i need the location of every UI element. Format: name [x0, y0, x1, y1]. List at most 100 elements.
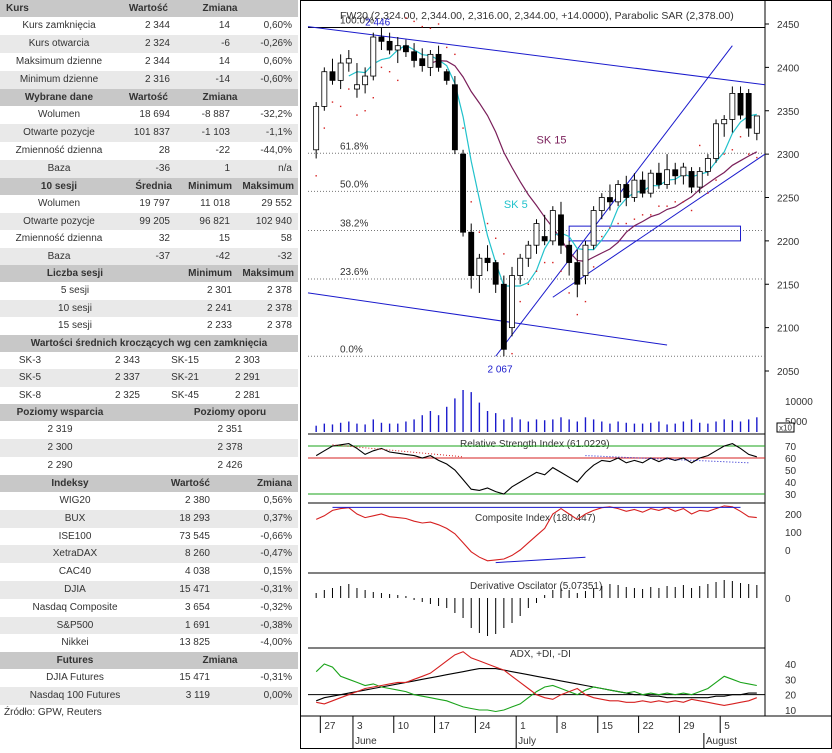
- header-cell: Wartość: [128, 3, 168, 14]
- cell: 58: [280, 233, 292, 244]
- cell: 2 324: [144, 38, 170, 49]
- candle-body: [574, 262, 581, 285]
- candle-body: [509, 275, 515, 329]
- cell: Kurs zamknięcia: [22, 20, 96, 31]
- cell: DJIA Futures: [46, 672, 104, 684]
- sar-dot: [584, 300, 587, 303]
- table-row: 5 sesji 2 301 2 378: [0, 282, 298, 300]
- sar-dot: [560, 270, 562, 272]
- sar-dot: [527, 283, 530, 285]
- table-row: Baza -36 1 n/a: [0, 160, 298, 178]
- cell: -0,32%: [260, 601, 292, 613]
- cell: 73 545: [179, 530, 210, 542]
- table-row: BUX 18 293 0,37%: [0, 509, 298, 528]
- chart-frame: [300, 0, 832, 749]
- fib-label: 23.6%: [340, 267, 368, 278]
- table-row: ISE100 73 545 -0,66%: [0, 528, 298, 546]
- candle-body: [713, 123, 719, 159]
- table-row: SK-3 2 343 SK-15 2 303: [0, 352, 298, 370]
- cell: -0,60%: [260, 74, 292, 85]
- cell: 96 821: [199, 215, 230, 227]
- sar-dot: [339, 105, 342, 108]
- cell: 28: [158, 145, 170, 156]
- cell: Otwarte pozycje: [23, 127, 95, 138]
- table-row: Kurs otwarcia 2 324 -6 -0,26%: [0, 35, 298, 53]
- table-row: WIG20 2 380 0,56%: [0, 492, 298, 510]
- table-row: SK-8 2 325 SK-45 2 281: [0, 387, 298, 405]
- candle-body: [631, 179, 638, 198]
- adx-tick-label: 10: [785, 706, 797, 717]
- cell: n/a: [278, 163, 292, 174]
- date-label: 5: [724, 721, 730, 732]
- candle-body: [672, 169, 679, 177]
- candle-body: [598, 197, 605, 211]
- cell: SK-45: [171, 389, 199, 401]
- candle-body: [737, 93, 744, 116]
- candle-body: [615, 184, 622, 203]
- candle-body: [443, 71, 450, 81]
- volume-scale-box: [776, 422, 795, 433]
- date-label: 3: [357, 721, 363, 732]
- sar-dot: [494, 237, 497, 239]
- candle-body: [345, 58, 352, 64]
- cell: Nasdaq 100 Futures: [29, 690, 121, 702]
- composite-tick-label: 0: [785, 546, 791, 557]
- candle-body: [647, 172, 654, 194]
- sar-dot: [747, 153, 750, 155]
- cell: 2 378: [266, 320, 292, 331]
- sar-dot: [682, 201, 685, 203]
- cell: S&P500: [56, 619, 94, 631]
- cell: 0,00%: [263, 690, 292, 702]
- rsi-tick-label: 70: [785, 442, 797, 453]
- sar-dot: [674, 201, 676, 203]
- candle-body: [476, 257, 483, 276]
- adx-tick-label: 30: [785, 675, 797, 686]
- candle-body: [321, 71, 328, 107]
- candle-body: [688, 171, 695, 188]
- sar-dot: [699, 144, 701, 147]
- cell: SK-3: [18, 354, 42, 366]
- table-row: 2 290 2 426: [0, 457, 298, 475]
- cell: 32: [158, 233, 170, 244]
- cell: DJIA: [64, 584, 86, 595]
- table-row: DJIA Futures 15 471 -0,31%: [0, 669, 298, 687]
- fib-label: 0.0%: [340, 344, 363, 355]
- rsi-tick-label: 30: [785, 490, 797, 501]
- sar-dot: [756, 156, 758, 159]
- cell: SK-21: [171, 372, 199, 383]
- source-note: Źródło: GPW, Reuters: [4, 707, 102, 719]
- cell: 2 319: [47, 424, 73, 435]
- cell: 2 378: [266, 285, 292, 296]
- cell: 15 471: [179, 584, 210, 595]
- trendline-resistance: [307, 26, 766, 86]
- cell: 2 325: [114, 389, 140, 401]
- cell: 14: [218, 20, 230, 31]
- sar-dot: [609, 227, 611, 229]
- date-label: 22: [643, 721, 655, 732]
- candle-body: [549, 210, 556, 242]
- candle-body: [721, 119, 728, 125]
- header-cell: Minimum: [188, 181, 232, 192]
- table-row: Otwarte pozycje 101 837 -1 103 -1,1%: [0, 124, 298, 142]
- rsi-tick-label: 50: [785, 466, 797, 477]
- ma15-label: SK 15: [537, 135, 567, 147]
- candle-body: [451, 84, 458, 151]
- header-cell: Zmiana: [256, 478, 292, 489]
- candle-body: [468, 231, 475, 276]
- cell: 4 038: [184, 566, 210, 578]
- candle-body: [533, 223, 540, 246]
- header-cell: Zmiana: [202, 3, 238, 14]
- cell: -37: [155, 250, 170, 262]
- candle-body: [500, 283, 507, 350]
- candle-body: [386, 40, 393, 51]
- cell: 2 291: [234, 372, 260, 383]
- cell: SK-8: [18, 389, 42, 401]
- cell: -22: [215, 145, 230, 156]
- month-label: June: [355, 736, 377, 747]
- cell: -42: [215, 250, 230, 262]
- cell: Wolumen: [37, 109, 81, 120]
- cell: 5 sesji: [60, 285, 90, 296]
- sar-dot: [478, 231, 481, 233]
- header-cell: Wartość: [128, 92, 168, 103]
- section-header-indeksy: Indeksy Wartość Zmiana: [0, 475, 298, 492]
